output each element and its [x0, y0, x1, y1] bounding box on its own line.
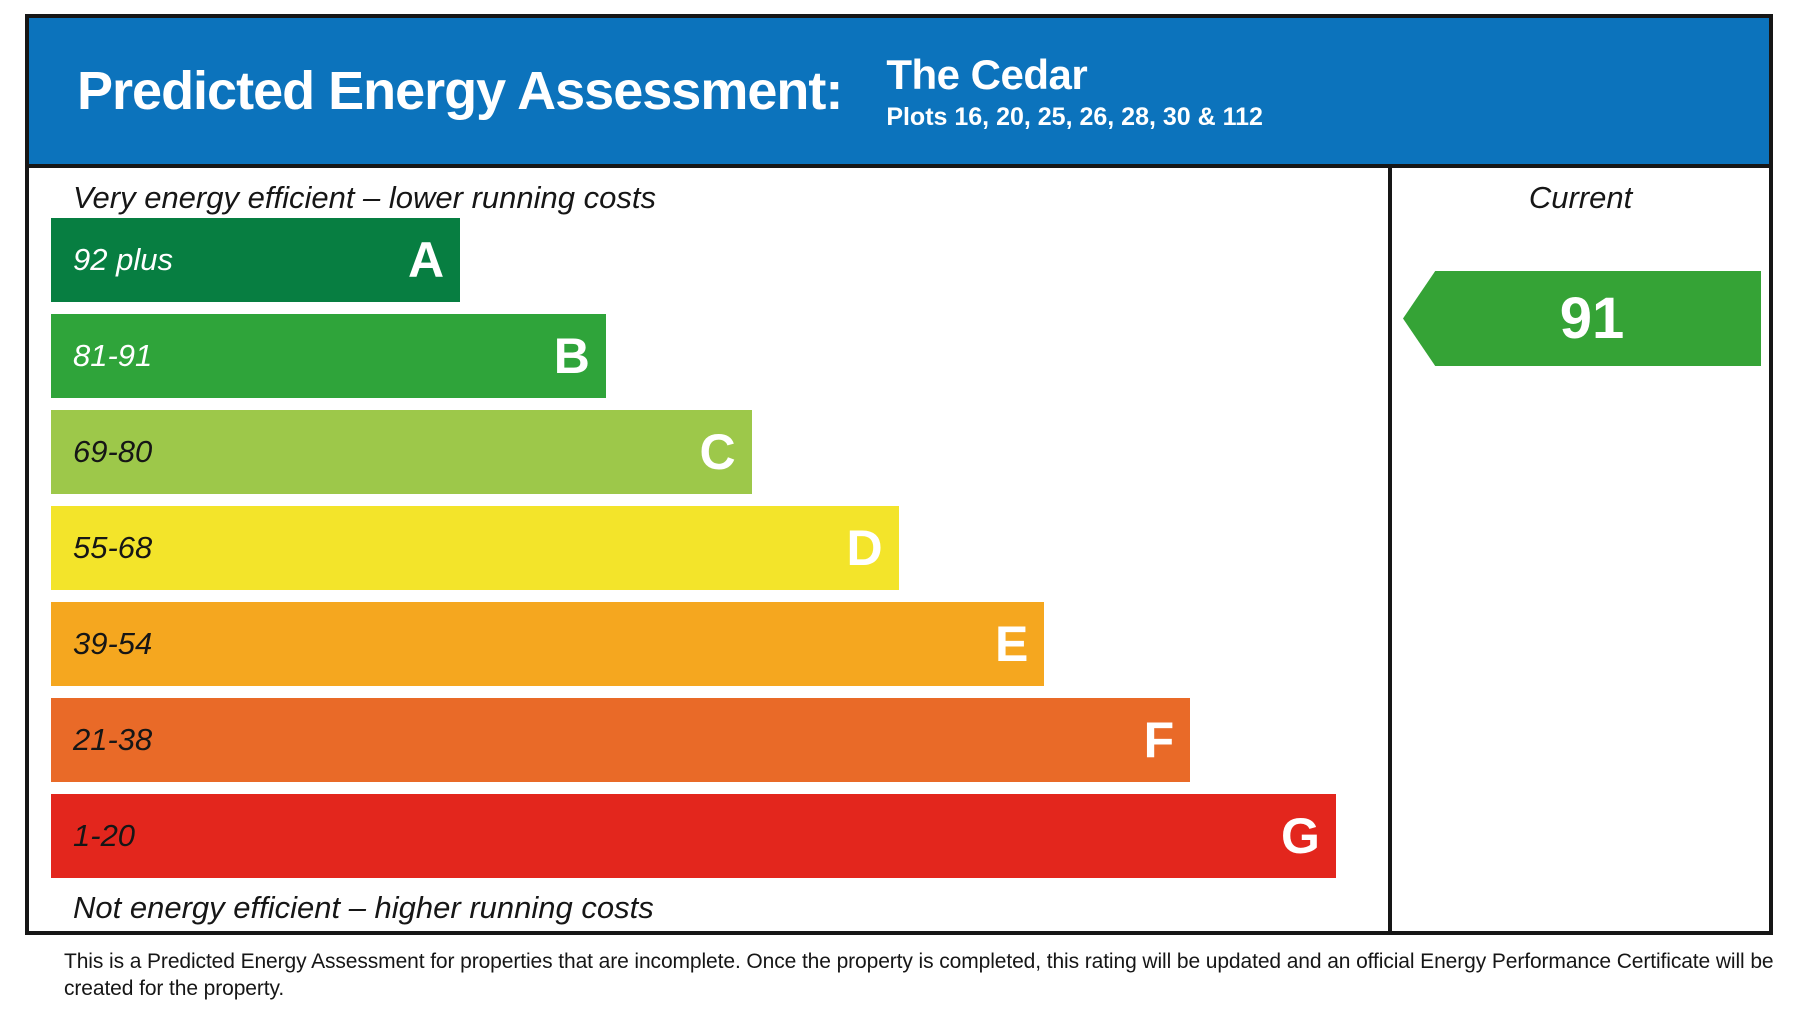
footer-disclaimer: This is a Predicted Energy Assessment fo… [64, 950, 1774, 1001]
band-range: 21-38 [73, 722, 153, 757]
band-row-c: 69-80 C [51, 410, 752, 494]
band-row-d: 55-68 D [51, 506, 899, 590]
band-letter: G [1280, 808, 1320, 864]
band-letter: C [699, 424, 736, 480]
band-letter: D [846, 520, 883, 576]
property-block: The Cedar Plots 16, 20, 25, 26, 28, 30 &… [886, 51, 1263, 130]
band-range: 69-80 [73, 434, 153, 469]
current-rating-value: 91 [1559, 286, 1625, 351]
band-range: 81-91 [73, 338, 153, 373]
band-row-e: 39-54 E [51, 602, 1045, 686]
band-row-g: 1-20 G [51, 794, 1336, 878]
band-letter: B [553, 328, 590, 384]
rating-scale-panel: Very energy efficient – lower running co… [29, 168, 1388, 931]
page-title: Predicted Energy Assessment: [77, 61, 843, 121]
current-column-header: Current [1528, 180, 1633, 215]
band-range: 92 plus [73, 242, 173, 277]
current-rating-column: Current 91 [1388, 168, 1769, 931]
rating-bars: 92 plus A 81-91 B 69-80 C 55-68 D 39-54 [51, 218, 1388, 878]
header: Predicted Energy Assessment: The Cedar P… [29, 18, 1769, 168]
epc-panel: Predicted Energy Assessment: The Cedar P… [25, 14, 1773, 935]
band-row-a: 92 plus A [51, 218, 461, 302]
bottom-efficiency-label: Not energy efficient – higher running co… [73, 890, 654, 925]
band-letter: A [408, 232, 445, 288]
property-plots: Plots 16, 20, 25, 26, 28, 30 & 112 [886, 102, 1263, 131]
band-range: 39-54 [73, 626, 153, 661]
top-efficiency-label: Very energy efficient – lower running co… [73, 180, 656, 215]
band-row-b: 81-91 B [51, 314, 606, 398]
property-name: The Cedar [886, 51, 1088, 99]
band-range: 55-68 [73, 530, 153, 565]
current-rating-arrow: 91 [1403, 271, 1761, 366]
band-range: 1-20 [73, 818, 136, 853]
band-letter: E [995, 616, 1029, 672]
band-letter: F [1143, 712, 1175, 768]
chart-body: Very energy efficient – lower running co… [29, 168, 1769, 931]
band-row-f: 21-38 F [51, 698, 1191, 782]
